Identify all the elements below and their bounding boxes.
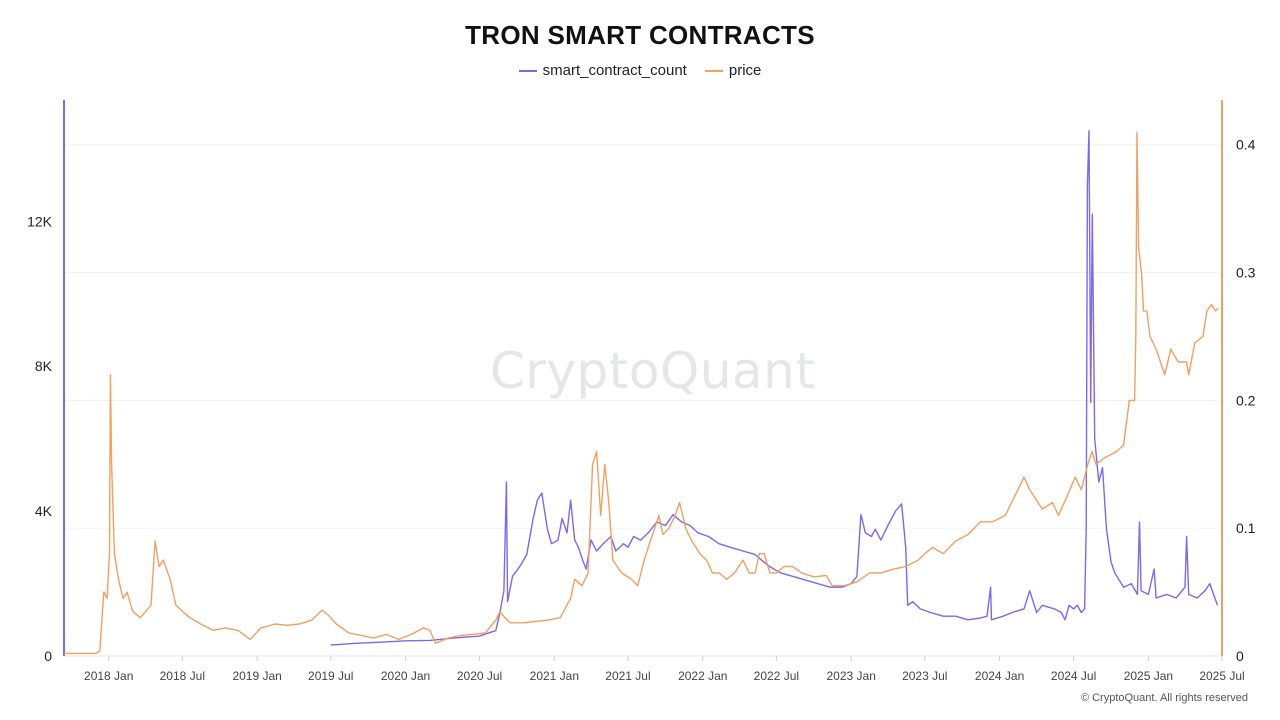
x-tick-label: 2019 Jul: [308, 669, 353, 683]
x-tick-label: 2023 Jan: [826, 669, 875, 683]
y-axis-left-ticks: 0 4K 8K 12K: [27, 213, 53, 664]
legend-swatch-price: [704, 69, 723, 72]
axes: [63, 100, 1223, 657]
y-left-tick-label: 4K: [35, 503, 53, 519]
legend-item-smart-contract-count[interactable]: smart_contract_count: [518, 62, 687, 79]
y-left-tick-label: 8K: [35, 358, 53, 374]
x-tick-label: 2018 Jul: [160, 669, 205, 683]
legend-item-price[interactable]: price: [704, 62, 762, 79]
y-right-tick-label: 0: [1236, 648, 1244, 664]
series-line-smart-contract-count: [330, 130, 1219, 646]
copyright-text: © CryptoQuant. All rights reserved: [1080, 692, 1248, 704]
x-tick-label: 2024 Jan: [975, 669, 1024, 683]
y-right-tick-label: 0.3: [1236, 265, 1256, 281]
x-tick-label: 2022 Jul: [754, 669, 799, 683]
legend-label-smart-contract-count: smart_contract_count: [542, 62, 687, 79]
y-left-tick-label: 12K: [27, 213, 53, 229]
x-tick-label: 2023 Jul: [902, 669, 947, 683]
series-lines: [64, 130, 1219, 655]
chart-title: TRON SMART CONTRACTS: [465, 20, 815, 50]
x-tick-label: 2021 Jul: [605, 669, 650, 683]
watermark-logo: CryptoQuant: [490, 342, 816, 400]
series-line-price: [64, 131, 1219, 655]
x-tick-label: 2021 Jan: [530, 669, 579, 683]
x-axis-ticks: 2018 Jan 2018 Jul 2019 Jan 2019 Jul 2020 Jan…: [84, 656, 1245, 683]
y-right-tick-label: 0.4: [1236, 137, 1256, 153]
x-tick-label: 2019 Jan: [232, 669, 281, 683]
x-tick-label: 2024 Jul: [1051, 669, 1096, 683]
legend-label-price: price: [728, 62, 762, 79]
chart-legend: smart_contract_count price: [0, 62, 1280, 79]
y-left-tick-label: 0: [44, 648, 52, 664]
x-tick-label: 2025 Jul: [1199, 669, 1244, 683]
x-tick-label: 2020 Jul: [457, 669, 502, 683]
y-axis-right-ticks: 0 0.1 0.2 0.3 0.4: [1236, 137, 1256, 664]
grid-lines: [64, 144, 1222, 529]
x-tick-label: 2018 Jan: [84, 669, 133, 683]
x-tick-label: 2020 Jan: [381, 669, 430, 683]
y-right-tick-label: 0.2: [1236, 392, 1256, 408]
x-tick-label: 2025 Jan: [1124, 669, 1173, 683]
x-tick-label: 2022 Jan: [678, 669, 727, 683]
legend-swatch-smart-contract-count: [518, 69, 537, 72]
y-right-tick-label: 0.1: [1236, 520, 1256, 536]
